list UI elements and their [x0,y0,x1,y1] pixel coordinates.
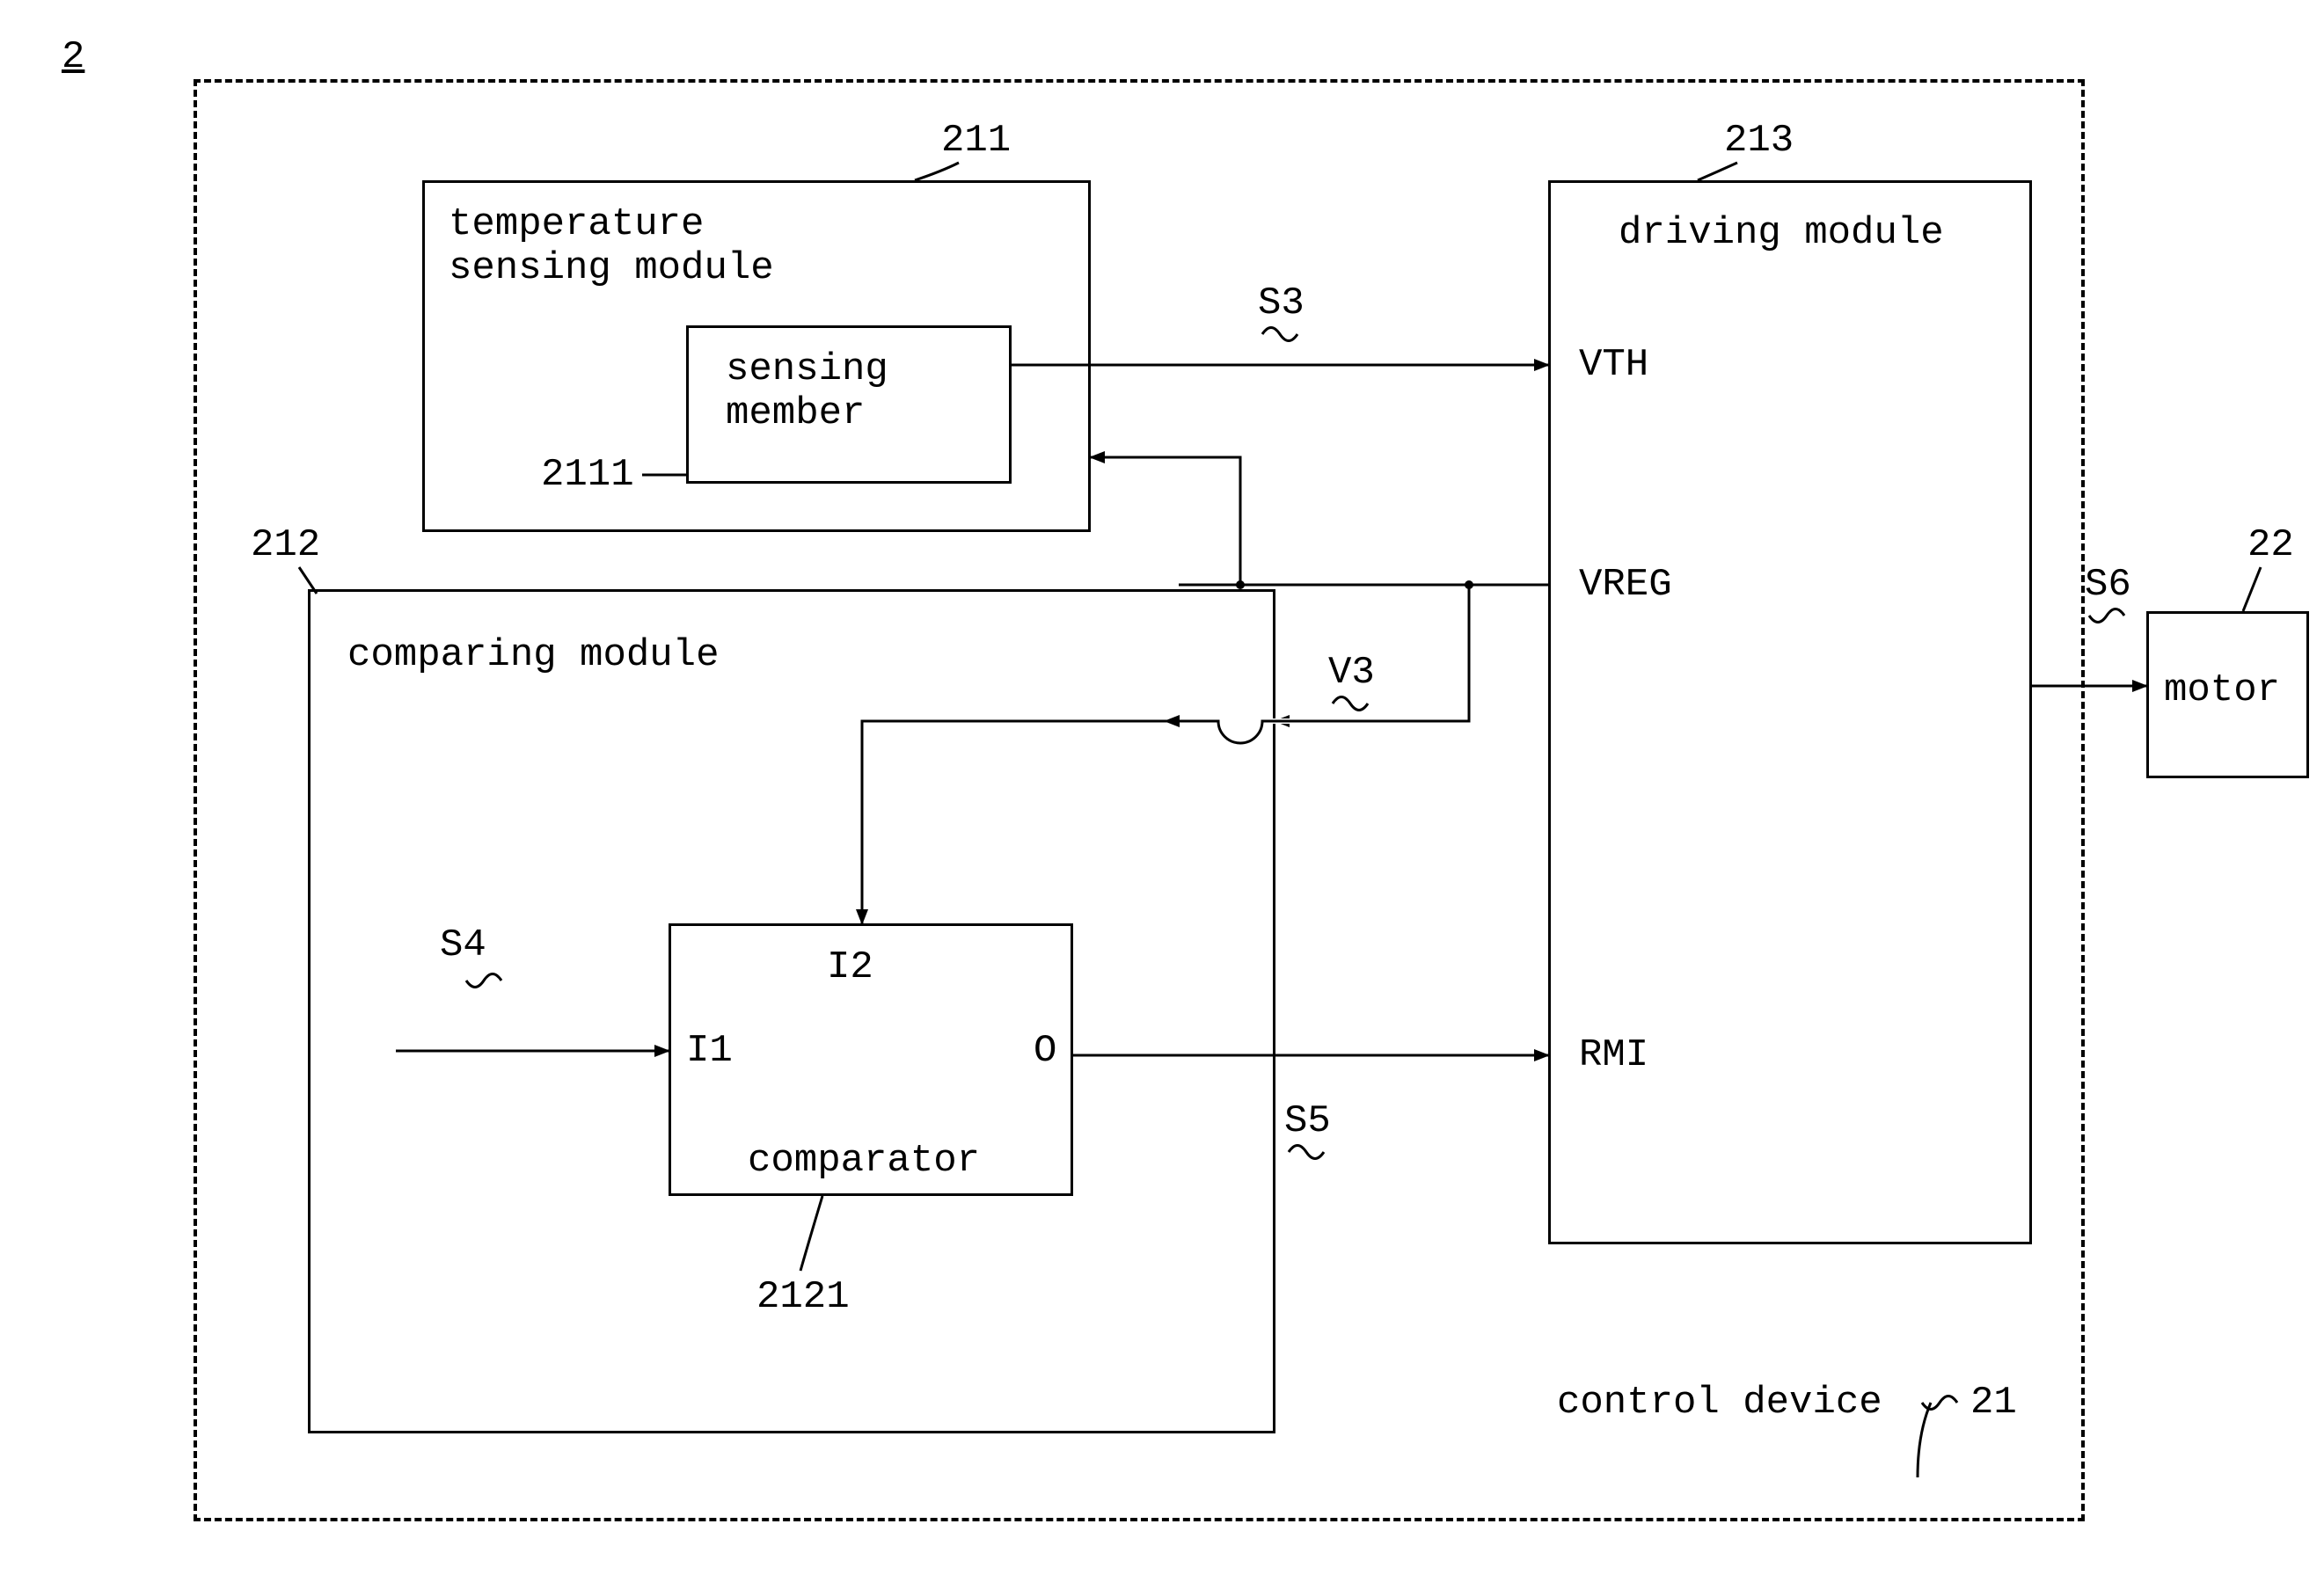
pin-rmi: RMI [1579,1033,1648,1077]
pin-o: O [1034,1029,1056,1073]
figure-label: 2 [62,35,84,79]
comparing-module-label: comparing module [347,633,719,677]
sig-v3: V3 [1328,651,1375,695]
motor-label: motor [2164,668,2280,712]
ref-212: 212 [251,523,320,567]
ref-2111: 2111 [541,453,634,497]
pin-i1: I1 [686,1029,733,1073]
sig-s6: S6 [2085,563,2131,607]
ref-211: 211 [941,119,1011,163]
pin-vth: VTH [1579,343,1648,387]
sig-s5: S5 [1284,1099,1331,1143]
pin-i2: I2 [827,945,873,989]
ref-213: 213 [1724,119,1794,163]
driving-module-box [1548,180,2032,1244]
control-device-label: control device [1557,1381,1882,1425]
ref-21: 21 [1970,1381,2017,1425]
sensing-member-label: sensing member [726,347,888,435]
sig-s3: S3 [1258,281,1305,325]
pin-vreg: VREG [1579,563,1672,607]
driving-module-label: driving module [1619,211,1944,255]
ref-2121: 2121 [756,1275,850,1319]
diagram-canvas: 2 control device temperature sensing mod… [35,35,2289,1540]
temp-module-label: temperature sensing module [449,202,774,290]
sig-s4: S4 [440,923,486,967]
comparator-label: comparator [748,1139,980,1183]
ref-22: 22 [2247,523,2294,567]
